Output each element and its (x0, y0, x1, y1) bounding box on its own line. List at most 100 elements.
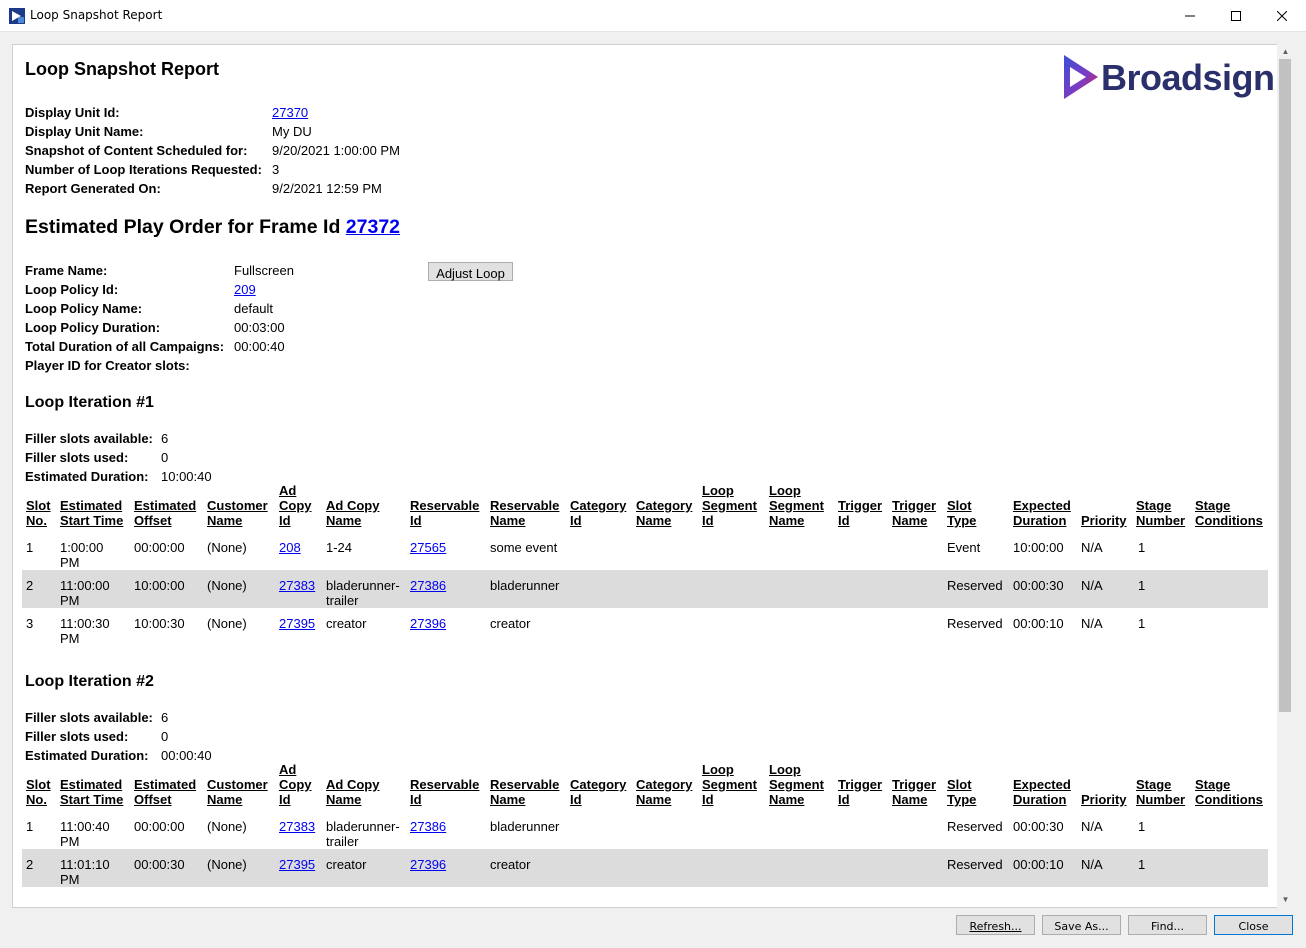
column-header[interactable]: Trigger Id (838, 498, 882, 528)
column-header[interactable]: Slot Type (947, 498, 976, 528)
slot-type: Reserved (947, 578, 1003, 593)
frame-field-value[interactable]: 209 (234, 282, 256, 297)
column-header[interactable]: Slot No. (26, 498, 51, 528)
column-header-line: Type (947, 792, 977, 807)
column-header-line: Ad (279, 483, 297, 498)
column-header[interactable]: Estimated Start Time (60, 498, 123, 528)
start-time-line: PM (60, 872, 80, 887)
close-window-button[interactable] (1259, 0, 1305, 31)
reservable-id-link[interactable]: 27565 (410, 540, 447, 555)
column-header-line: Reservable (490, 498, 560, 513)
stage-number: 1 (1138, 857, 1146, 872)
reservable-id-link[interactable]: 27386 (410, 819, 447, 834)
column-header[interactable]: Estimated Start Time (60, 777, 123, 807)
column-header-line: Duration (1013, 513, 1067, 528)
adjust-loop-button[interactable]: Adjust Loop (428, 262, 513, 281)
column-header-line: Category (636, 777, 693, 792)
report-view[interactable]: Loop Snapshot Report Broadsign Display U… (12, 44, 1278, 908)
start-time: 1:00:00 PM (60, 540, 103, 570)
column-header[interactable]: Estimated Offset (134, 777, 196, 807)
column-header[interactable]: Loop Segment Name (769, 483, 824, 528)
scroll-thumb[interactable] (1279, 59, 1291, 712)
column-header[interactable]: Reservable Name (490, 777, 559, 807)
find-button[interactable]: Find... (1128, 915, 1207, 935)
column-header-line: Copy (279, 777, 312, 792)
column-header[interactable]: Customer Name (207, 777, 268, 807)
maximize-button[interactable] (1213, 0, 1259, 31)
column-header[interactable]: Estimated Offset (134, 498, 196, 528)
column-header[interactable]: Expected Duration (1013, 777, 1071, 807)
column-header[interactable]: Trigger Name (892, 498, 936, 528)
column-header[interactable]: Category Name (636, 498, 692, 528)
column-header[interactable]: Ad Copy Name (326, 777, 379, 807)
column-header-line: No. (26, 792, 47, 807)
column-header[interactable]: Reservable Id (410, 498, 479, 528)
column-header[interactable]: Ad Copy Name (326, 498, 379, 528)
column-header[interactable]: Stage Number (1136, 498, 1185, 528)
priority: N/A (1081, 540, 1103, 555)
column-header-line: Ad (279, 762, 297, 777)
column-header-line: Id (570, 792, 582, 807)
column-header-line: Loop (769, 762, 801, 777)
column-header[interactable]: Priority (1081, 792, 1127, 807)
report-title: Loop Snapshot Report (25, 59, 219, 79)
scroll-down-icon[interactable]: ▼ (1281, 895, 1290, 904)
column-header[interactable]: Ad Copy Id (279, 483, 312, 528)
ad-copy-id-link[interactable]: 27383 (279, 819, 316, 834)
column-header[interactable]: Category Id (570, 777, 626, 807)
column-header[interactable]: Slot No. (26, 777, 51, 807)
column-header[interactable]: Expected Duration (1013, 498, 1071, 528)
column-header[interactable]: Loop Segment Name (769, 762, 824, 807)
column-header[interactable]: Reservable Name (490, 498, 559, 528)
column-header[interactable]: Loop Segment Id (702, 483, 757, 528)
column-header[interactable]: Reservable Id (410, 777, 479, 807)
ad-copy-name-line: creator (326, 616, 367, 631)
column-header[interactable]: Stage Conditions (1195, 498, 1263, 528)
ad-copy-id-link[interactable]: 27395 (279, 616, 316, 631)
column-header[interactable]: Trigger Name (892, 777, 936, 807)
column-header[interactable]: Stage Conditions (1195, 777, 1263, 807)
iteration-stat-label: Estimated Duration: (25, 469, 149, 484)
reservable-id-link[interactable]: 27396 (410, 616, 447, 631)
column-header[interactable]: Slot Type (947, 777, 976, 807)
iteration-stat-label: Filler slots available: (25, 431, 153, 446)
ad-copy-id-link[interactable]: 208 (279, 540, 301, 555)
slot-number: 2 (26, 578, 34, 593)
column-header-line: Slot (947, 777, 972, 792)
frame-field-label: Loop Policy Name: (25, 301, 143, 316)
column-header-line: Trigger (892, 777, 937, 792)
column-header-line: Id (410, 513, 422, 528)
column-header[interactable]: Customer Name (207, 498, 268, 528)
report-field-value[interactable]: 27370 (272, 105, 309, 120)
ad-copy-id-link[interactable]: 27395 (279, 857, 316, 872)
reservable-id-link[interactable]: 27396 (410, 857, 447, 872)
scroll-up-icon[interactable]: ▲ (1281, 47, 1290, 56)
column-header[interactable]: Stage Number (1136, 777, 1185, 807)
maximize-icon (1231, 10, 1241, 21)
frame-field-label: Loop Policy Duration: (25, 320, 161, 335)
frame-field-value: Fullscreen (234, 263, 294, 278)
minimize-button[interactable] (1167, 0, 1213, 31)
start-time-line: 11:00:00 (60, 578, 110, 593)
refresh-button[interactable]: Refresh... (956, 915, 1035, 935)
column-header[interactable]: Trigger Id (838, 777, 882, 807)
expected-duration: 00:00:30 (1013, 819, 1064, 834)
column-header[interactable]: Category Id (570, 498, 626, 528)
column-header[interactable]: Category Name (636, 777, 692, 807)
report-field-value: My DU (272, 124, 312, 139)
vertical-scrollbar[interactable]: ▲ ▼ (1277, 44, 1294, 908)
column-header[interactable]: Priority (1081, 513, 1127, 528)
start-time: 11:00:30 PM (60, 616, 110, 646)
reservable-id-link[interactable]: 27386 (410, 578, 447, 593)
start-time-line: 11:01:10 (60, 857, 110, 872)
iteration-stat-value: 0 (161, 729, 169, 744)
column-header[interactable]: Ad Copy Id (279, 762, 312, 807)
report-field-label: Snapshot of Content Scheduled for: (25, 143, 248, 158)
customer-name: (None) (207, 578, 247, 593)
ad-copy-id-link[interactable]: 27383 (279, 578, 316, 593)
save-as-button[interactable]: Save As... (1042, 915, 1121, 935)
ad-copy-name: creator (326, 857, 366, 872)
close-button[interactable]: Close (1214, 915, 1293, 935)
column-header[interactable]: Loop Segment Id (702, 762, 757, 807)
frame-id-link[interactable]: 27372 (345, 216, 401, 238)
